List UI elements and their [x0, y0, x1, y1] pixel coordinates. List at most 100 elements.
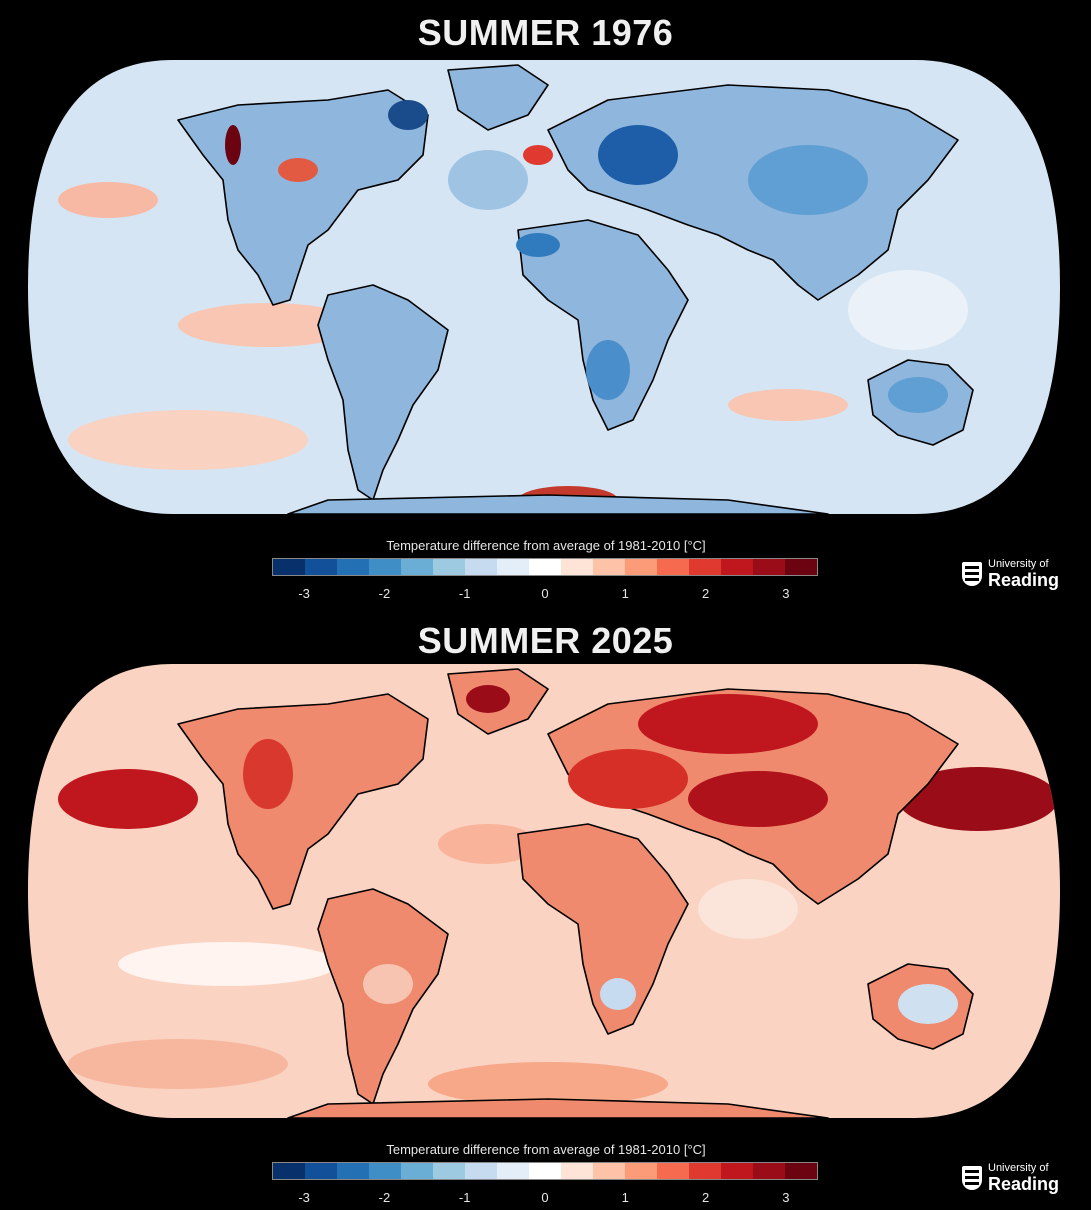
colorbar-tick-label: 1 — [621, 586, 629, 601]
colorbar-segment — [337, 1163, 369, 1179]
anomaly-patch — [58, 182, 158, 218]
anomaly-patch — [728, 389, 848, 421]
colorbar-segment — [721, 1163, 753, 1179]
anomaly-patch — [748, 145, 868, 215]
anomaly-patch — [698, 879, 798, 939]
colorbar-segment — [625, 1163, 657, 1179]
anomaly-patch — [523, 145, 553, 165]
north-america — [177, 693, 429, 910]
anomaly-patch — [428, 1062, 668, 1106]
colorbar-segment — [401, 1163, 433, 1179]
anomaly-patch — [68, 410, 308, 470]
anomaly-patch — [516, 233, 560, 257]
antarctica — [287, 1098, 829, 1118]
colorbar-segment — [593, 1163, 625, 1179]
colorbar-segment — [753, 559, 785, 575]
antarctica — [287, 494, 829, 514]
map-title: SUMMER 1976 — [417, 12, 674, 53]
africa — [517, 823, 689, 1035]
anomaly-patch — [898, 767, 1058, 831]
colorbar-tick-label: -2 — [378, 586, 391, 601]
colorbar-segment — [305, 559, 337, 575]
colorbar-segment — [529, 1163, 561, 1179]
anomaly-patch — [888, 377, 948, 413]
colorbar-segment — [561, 559, 593, 575]
anomaly-patch — [598, 125, 678, 185]
colorbar-segment — [689, 1163, 721, 1179]
university-crest-icon — [962, 1166, 982, 1190]
anomaly-patch — [118, 942, 338, 986]
colorbar-label: Temperature difference from average of 1… — [386, 1142, 706, 1157]
colorbar-tick-label: 2 — [701, 1190, 710, 1205]
colorbar-segment — [433, 559, 465, 575]
anomaly-patch — [898, 984, 958, 1024]
colorbar-segment — [625, 559, 657, 575]
colorbar-segment — [337, 559, 369, 575]
anomaly-patch — [586, 340, 630, 400]
anomaly-patch — [848, 270, 968, 350]
colorbar-segment — [657, 559, 689, 575]
colorbar-tick-label: -2 — [378, 1190, 391, 1205]
map-panel-1976: SUMMER 1976 — [28, 12, 1068, 606]
anomaly-patch — [600, 978, 636, 1010]
colorbar-ticks: -3 -2 -1 0 1 2 3 — [272, 1190, 818, 1210]
world-map-2025 — [28, 664, 1060, 1118]
south-america — [317, 284, 449, 501]
colorbar-tick-label: 0 — [541, 586, 549, 601]
colorbar-segment — [465, 1163, 497, 1179]
colorbar-tick-label: -3 — [298, 1190, 310, 1205]
anomaly-patch — [568, 749, 688, 809]
colorbar — [272, 1162, 818, 1180]
colorbar-segment — [689, 559, 721, 575]
colorbar-segment — [785, 1163, 817, 1179]
colorbar-segment — [657, 1163, 689, 1179]
colorbar-segment — [529, 559, 561, 575]
colorbar-segment — [401, 559, 433, 575]
anomaly-patch — [688, 771, 828, 827]
colorbar-segment — [497, 559, 529, 575]
anomaly-patch — [58, 769, 198, 829]
anomaly-patch — [178, 303, 358, 347]
map-panel-2025: SUMMER 2025 — [0, 612, 1091, 1205]
africa — [517, 219, 689, 431]
colorbar-tick-label: 1 — [621, 1190, 629, 1205]
logo-text-line2: Reading — [988, 1174, 1060, 1194]
colorbar-tick-label: 3 — [782, 1190, 790, 1205]
colorbar-tick-label: 2 — [701, 586, 710, 601]
colorbar-ticks: -3 -2 -1 0 1 2 3 — [272, 586, 818, 606]
colorbar-segment — [721, 559, 753, 575]
greenland — [447, 64, 549, 131]
colorbar-segment — [753, 1163, 785, 1179]
university-crest-icon — [962, 562, 982, 586]
university-logo: University of Reading — [958, 1160, 1068, 1200]
colorbar-tick-label: 0 — [541, 1190, 549, 1205]
logo-text-line1: University of — [988, 558, 1049, 570]
colorbar-segment — [305, 1163, 337, 1179]
anomaly-patch — [388, 100, 428, 130]
anomaly-patch — [278, 158, 318, 182]
colorbar-tick-label: -1 — [458, 1190, 471, 1205]
colorbar-segment — [433, 1163, 465, 1179]
colorbar-segment — [273, 559, 305, 575]
anomaly-patch — [438, 824, 538, 864]
colorbar-segment — [369, 1163, 401, 1179]
colorbar-label: Temperature difference from average of 1… — [386, 538, 706, 553]
colorbar-tick-label: 3 — [782, 586, 790, 601]
anomaly-patch — [466, 685, 510, 713]
anomaly-patch — [225, 125, 241, 165]
logo-text-line2: Reading — [988, 570, 1060, 590]
anomaly-patch — [448, 150, 528, 210]
colorbar-tick-label: -3 — [298, 586, 310, 601]
colorbar-tick-label: -1 — [458, 586, 471, 601]
anomaly-patch — [638, 694, 818, 754]
logo-text-line1: University of — [988, 1162, 1049, 1174]
colorbar-segment — [785, 559, 817, 575]
university-logo: University of Reading — [958, 556, 1068, 596]
colorbar-segment — [465, 559, 497, 575]
anomaly-patch — [68, 1039, 288, 1089]
colorbar-segment — [369, 559, 401, 575]
world-map-1976 — [28, 60, 1060, 514]
colorbar-segment — [497, 1163, 529, 1179]
colorbar-segment — [273, 1163, 305, 1179]
anomaly-patch — [363, 964, 413, 1004]
